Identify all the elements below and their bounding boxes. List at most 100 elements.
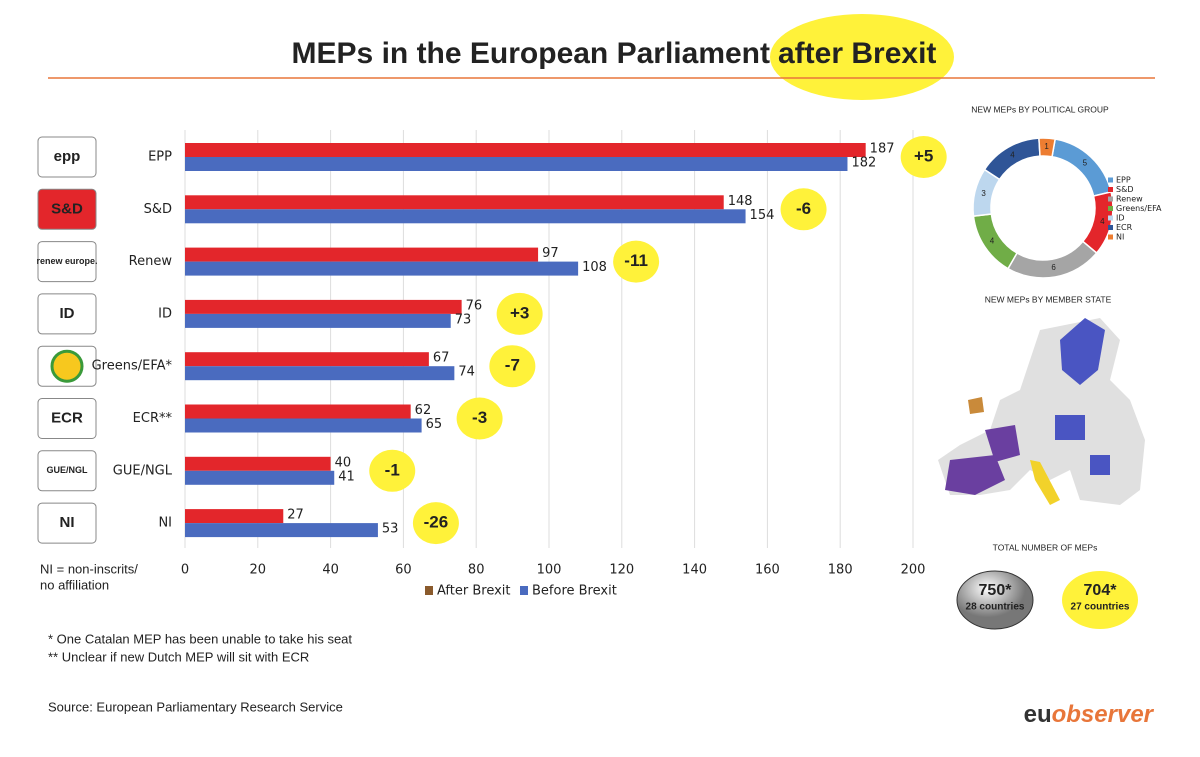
bar <box>185 418 422 433</box>
x-tick-label: 180 <box>828 563 853 578</box>
value-label: 53 <box>382 522 399 537</box>
change-label: +5 <box>914 146 933 165</box>
map-region <box>1060 318 1105 385</box>
legend-label: After Brexit <box>437 584 511 599</box>
logo-text: ECR <box>51 409 83 426</box>
map-region <box>1090 455 1110 475</box>
change-bubble <box>412 502 459 545</box>
legend-swatch <box>1108 234 1113 240</box>
bar <box>185 523 378 538</box>
y-tick-label: Renew <box>129 254 173 269</box>
change-bubble <box>900 136 947 178</box>
y-tick-label: ID <box>158 306 172 321</box>
x-tick-label: 20 <box>250 563 267 578</box>
value-label: 67 <box>433 351 450 366</box>
change-bubble <box>489 345 536 388</box>
title-highlight: after Brexit <box>778 37 936 70</box>
total-before <box>956 570 1034 630</box>
map-region <box>1030 460 1060 505</box>
total-value: 750* <box>979 582 1013 599</box>
totals-title: TOTAL NUMBER OF MEPs <box>993 542 1098 552</box>
slice-label: 1 <box>1044 142 1049 151</box>
legend-swatch <box>1108 196 1113 202</box>
value-label: 108 <box>582 260 607 275</box>
slice-label: 5 <box>1083 159 1088 168</box>
change-label: -6 <box>796 199 811 218</box>
logos: epp S&D renew europe. ID ECR GUE/NGL NI <box>36 136 98 544</box>
legend-label: Renew <box>1116 195 1143 204</box>
logo-box <box>37 398 97 439</box>
logo-text: epp <box>54 148 81 165</box>
total-after <box>1062 571 1138 629</box>
x-tick-label: 100 <box>537 563 562 578</box>
total-label: 28 countries <box>966 602 1025 613</box>
x-tick-label: 120 <box>609 563 634 578</box>
value-label: 76 <box>466 298 483 313</box>
legend-label: ID <box>1116 214 1125 223</box>
bar <box>185 143 866 157</box>
total-label: 27 countries <box>1071 602 1130 613</box>
y-tick-label: NI <box>158 516 172 531</box>
brand: euobserver <box>1024 701 1155 728</box>
bar <box>185 247 539 262</box>
ni-note: NI = non-inscrits/ <box>40 561 138 576</box>
x-tick-label: 0 <box>181 563 189 578</box>
change-bubble <box>613 240 660 283</box>
legend-label: NI <box>1116 233 1124 242</box>
bar <box>185 209 746 224</box>
map-region <box>985 425 1020 462</box>
value-label: 154 <box>750 208 775 223</box>
donut-slice <box>972 213 1019 270</box>
value-label: 74 <box>458 365 475 380</box>
slice-label: 6 <box>1051 263 1056 272</box>
bar <box>185 509 284 524</box>
value-label: 40 <box>335 455 352 470</box>
slice-label: 4 <box>990 237 995 246</box>
legend-label: S&D <box>1116 185 1133 194</box>
y-tick-label: GUE/NGL <box>113 463 173 478</box>
legend-swatch <box>1108 215 1113 221</box>
x-tick-label: 80 <box>468 563 485 578</box>
total-value: 704* <box>1084 582 1118 599</box>
bar <box>185 456 331 471</box>
logo-sun <box>50 349 84 383</box>
change-label: -1 <box>385 460 400 479</box>
bar <box>185 352 429 367</box>
change-label: +3 <box>510 303 529 322</box>
change-label: -7 <box>505 356 520 375</box>
logo-text: GUE/NGL <box>46 465 88 475</box>
footnote: * One Catalan MEP has been unable to tak… <box>48 631 352 646</box>
logo-text: ID <box>60 305 75 322</box>
y-tick-label: S&D <box>144 202 172 217</box>
change-bubble <box>780 188 827 231</box>
title: MEPs in the European Parliament <box>292 37 770 70</box>
legend-swatch <box>520 586 528 595</box>
change-bubble <box>496 292 543 335</box>
legend-swatch <box>1108 206 1113 211</box>
x-tick-label: 200 <box>901 563 926 578</box>
logo-box <box>37 293 97 335</box>
bar <box>185 366 455 381</box>
donut-slice <box>1006 240 1098 279</box>
logo-text: S&D <box>51 200 83 217</box>
logo-box <box>37 450 97 492</box>
legend-swatch <box>1108 225 1113 230</box>
legend-label: EPP <box>1116 176 1131 185</box>
donut-slice <box>1038 137 1057 158</box>
source: Source: European Parliamentary Research … <box>48 699 343 714</box>
map-region <box>945 455 1005 495</box>
donut-chart: NEW MEPs BY POLITICAL GROUP 5 4 6 4 3 4 1 EPPS&D… <box>971 104 1162 279</box>
x-tick-label: 60 <box>395 563 412 578</box>
logo-box <box>37 188 97 230</box>
bar <box>185 261 579 276</box>
change-bubble <box>369 449 416 492</box>
bar <box>185 404 411 419</box>
logo-text: renew europe. <box>36 256 97 266</box>
value-label: 65 <box>426 417 443 432</box>
legend-label: Before Brexit <box>532 584 617 599</box>
logo-box <box>37 502 97 544</box>
legend-label: Greens/EFA <box>1116 204 1162 213</box>
value-label: 187 <box>870 142 895 157</box>
